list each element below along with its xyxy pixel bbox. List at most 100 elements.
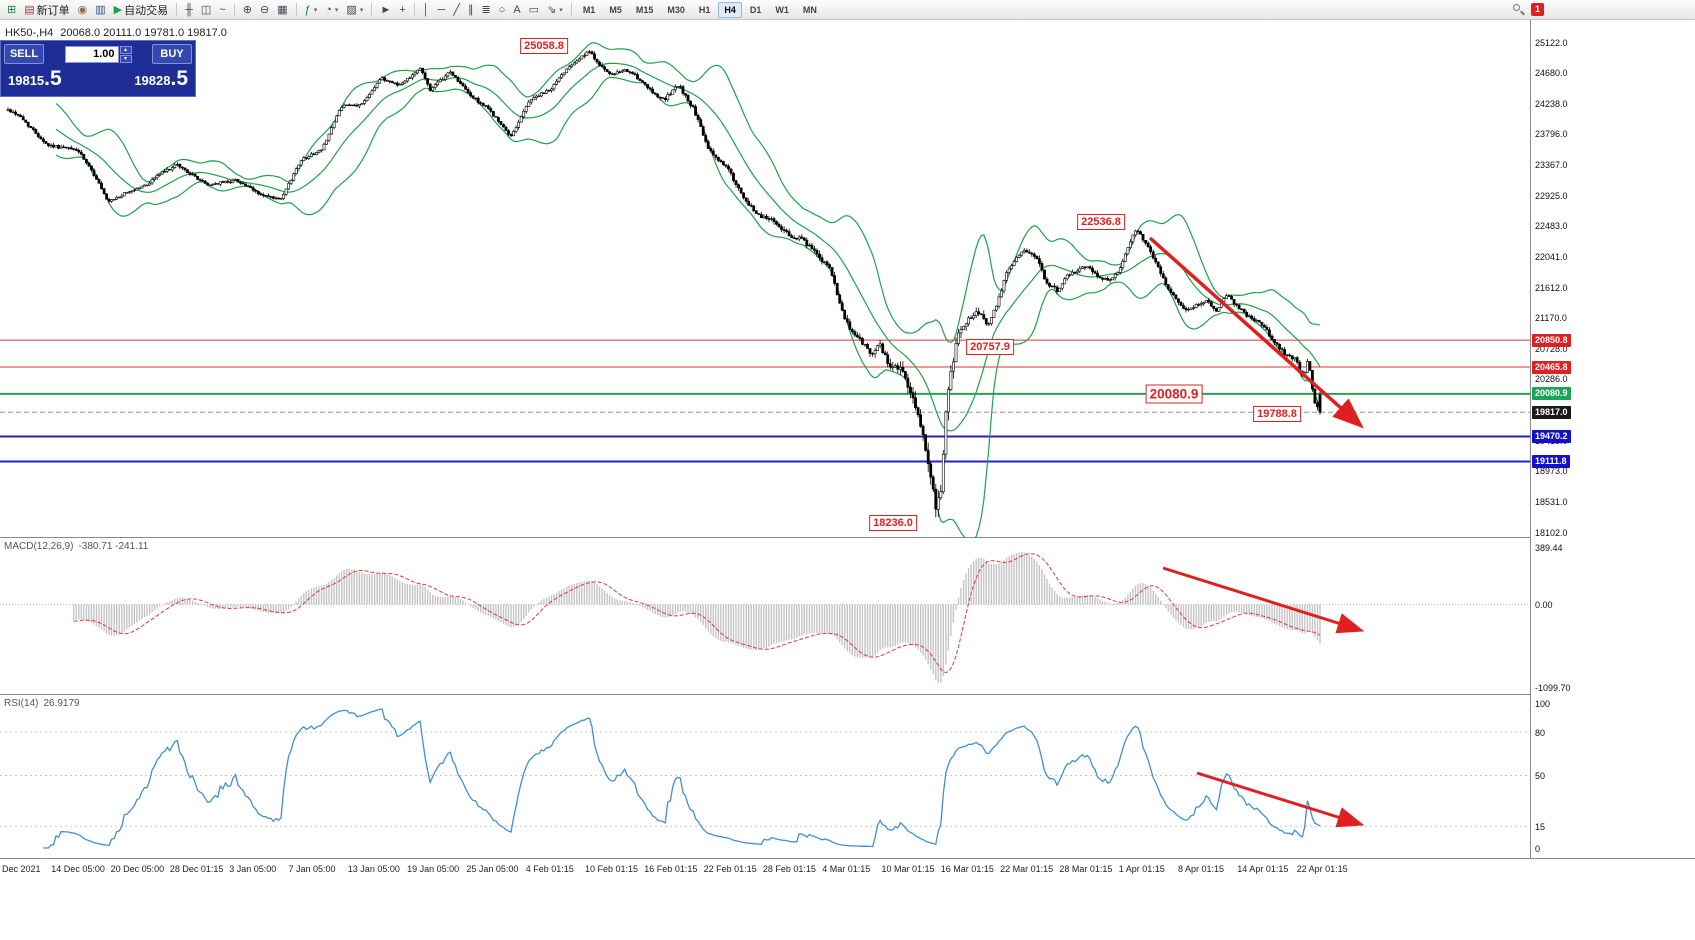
timeframe-m30-button[interactable]: M30 — [667, 4, 685, 15]
fibonacci-tool[interactable]: ≣ — [477, 1, 494, 18]
trendline-tool[interactable]: ╱ — [449, 1, 464, 18]
autotrading-icon: ▶ — [113, 3, 123, 16]
chart-window: HK50-,H4 20068.0 20111.0 19781.0 19817.0 … — [0, 20, 1695, 878]
market-watch-button[interactable]: ◉ — [74, 1, 92, 18]
price-axis-label: 25122.0 — [1535, 37, 1568, 48]
sell-button[interactable]: SELL — [4, 44, 44, 64]
arrows-tool[interactable]: ⇘ ▾ — [543, 1, 567, 18]
price-axis-label: 20728.0 — [1535, 343, 1568, 354]
ohlc-values-label: 20068.0 20111.0 19781.0 19817.0 — [60, 27, 227, 39]
notification-badge[interactable]: 1 — [1531, 3, 1544, 16]
time-axis-label: 10 Mar 01:15 — [881, 864, 935, 874]
new-order-button[interactable]: ▤ 新订单 — [20, 1, 73, 18]
timeframe-m15-button[interactable]: M15 — [635, 4, 654, 15]
autotrading-button[interactable]: ▶ 自动交易 — [110, 1, 172, 18]
timeframe-h1-button[interactable]: H1 — [698, 4, 711, 15]
toolbar-separator — [570, 3, 572, 16]
new-chart-button[interactable]: ⊞ — [3, 1, 20, 18]
timeframe-m1-button[interactable]: M1 — [582, 4, 596, 15]
tile-windows-button[interactable]: ▦ — [273, 1, 291, 18]
rsi-panel: RSI(14) 26.9179 — [0, 695, 1530, 858]
label-tool[interactable]: ▭ — [525, 1, 543, 18]
timeframe-w1-button[interactable]: W1 — [775, 4, 789, 15]
line-chart-icon: ~ — [219, 3, 226, 16]
price-axis[interactable]: 25122.0 24680.0 24238.0 23796.0 23367.0 22925… — [1530, 20, 1695, 858]
trade-controls-row: SELL ▴ ▾ BUY — [4, 44, 192, 64]
toolbar-separator — [176, 3, 178, 16]
price-axis-label: 24238.0 — [1535, 98, 1568, 109]
timeframe-mn-button[interactable]: MN — [802, 4, 817, 15]
autotrading-button-label: 自动交易 — [124, 4, 169, 17]
lot-decrease-button[interactable]: ▾ — [119, 54, 132, 63]
time-axis[interactable]: Dec 2021 14 Dec 05:00 20 Dec 05:00 28 Dec 0… — [0, 858, 1695, 878]
crosshair-icon: + — [399, 3, 406, 16]
vertical-line-icon: │ — [422, 3, 430, 16]
sell-price-big-digit: .5 — [44, 67, 62, 90]
time-axis-label: 25 Jan 05:00 — [466, 864, 519, 874]
rsi-label: RSI(14) 26.9179 — [4, 698, 85, 709]
cursor-tool[interactable]: ► — [376, 1, 395, 18]
horizontal-line-tool[interactable]: ─ — [434, 1, 450, 18]
rsi-chart-canvas[interactable] — [0, 695, 1530, 858]
tile-windows-icon: ▦ — [277, 3, 288, 16]
bar-chart-button[interactable]: ╫ — [181, 1, 197, 18]
timeframe-h4-button[interactable]: H4 — [718, 1, 742, 18]
price-axis-badge: 19111.8 — [1532, 455, 1570, 468]
zoom-out-button[interactable]: ⊖ — [256, 1, 273, 18]
time-axis-label: 16 Feb 01:15 — [644, 864, 698, 874]
chevron-down-icon: ▾ — [313, 6, 318, 14]
timeframe-d1-button[interactable]: D1 — [749, 4, 762, 15]
symbol-period-label: HK50-,H4 — [5, 27, 54, 39]
bar-chart-icon: ╫ — [185, 3, 193, 16]
trade-prices-row: 19815.5 19828.5 — [4, 67, 192, 93]
buy-button[interactable]: BUY — [152, 44, 192, 64]
price-axis-badge: 20465.8 — [1532, 360, 1571, 374]
timeframe-m5-button[interactable]: M5 — [609, 4, 622, 15]
price-chart-canvas[interactable] — [0, 20, 1530, 538]
data-window-button[interactable]: ▥ — [91, 1, 109, 18]
price-axis-label: 22041.0 — [1535, 251, 1568, 262]
buy-price: 19828.5 — [134, 67, 188, 92]
price-axis-label: 18973.0 — [1535, 466, 1568, 477]
line-chart-button[interactable]: ~ — [215, 1, 229, 18]
toolbar-button-groups: ⊞ ▤ 新订单 ◉ ▥ ▶ 自动交易 ╫ ◫ ~ ⊕ ⊖ ▦ ƒ ▾ ◔ ▾ ▨ ▾ ► + │ ─ ╱ ∥ ≣ ○ A ▭ ⇘ ▾ — [3, 0, 567, 19]
zoom-in-button[interactable]: ⊕ — [239, 1, 256, 18]
periods-button[interactable]: ◔ ▾ — [321, 1, 342, 18]
lot-increase-button[interactable]: ▴ — [119, 45, 132, 54]
cursor-icon: ► — [380, 3, 392, 16]
time-axis-label: 3 Jan 05:00 — [229, 864, 277, 874]
shapes-icon: ○ — [498, 3, 506, 16]
macd-params-label: MACD(12,26,9) — [4, 541, 74, 552]
toolbar-separator — [371, 3, 373, 16]
price-axis-label: 18531.0 — [1535, 496, 1568, 507]
search-icon[interactable] — [1512, 3, 1525, 16]
sell-price-digits: 19815 — [8, 73, 45, 88]
shapes-tool[interactable]: ○ — [495, 1, 510, 18]
macd-chart-canvas[interactable] — [0, 538, 1530, 695]
time-axis-label: 14 Apr 01:15 — [1237, 864, 1289, 874]
candlestick-chart-button[interactable]: ◫ — [197, 1, 215, 18]
price-axis-badge: 19470.2 — [1532, 430, 1571, 443]
rsi-value-label: 26.9179 — [43, 698, 80, 709]
time-axis-label: 13 Jan 05:00 — [347, 864, 400, 874]
time-axis-label: 20 Dec 05:00 — [110, 864, 165, 874]
lot-spinner: ▴ ▾ — [119, 45, 132, 63]
templates-button[interactable]: ▨ ▾ — [342, 1, 367, 18]
indicators-button[interactable]: ƒ ▾ — [301, 1, 322, 18]
new-order-button-label: 新订单 — [36, 4, 70, 17]
time-axis-label: 1 Apr 01:15 — [1118, 864, 1165, 874]
vertical-line-tool[interactable]: │ — [419, 1, 434, 18]
time-axis-label: 4 Mar 01:15 — [822, 864, 871, 874]
crosshair-tool[interactable]: + — [395, 1, 409, 18]
sell-price: 19815.5 — [8, 67, 62, 92]
toolbar-right: 1 — [1512, 3, 1544, 16]
equidistant-channel-tool[interactable]: ∥ — [464, 1, 478, 18]
text-tool[interactable]: A — [509, 1, 524, 18]
time-axis-label: 10 Feb 01:15 — [585, 864, 639, 874]
arrows-icon: ⇘ — [547, 3, 557, 16]
time-axis-label: 22 Feb 01:15 — [703, 864, 757, 874]
time-axis-label: 28 Mar 01:15 — [1059, 864, 1113, 874]
lot-size-input[interactable] — [64, 45, 119, 63]
time-axis-label: 8 Apr 01:15 — [1178, 864, 1225, 874]
